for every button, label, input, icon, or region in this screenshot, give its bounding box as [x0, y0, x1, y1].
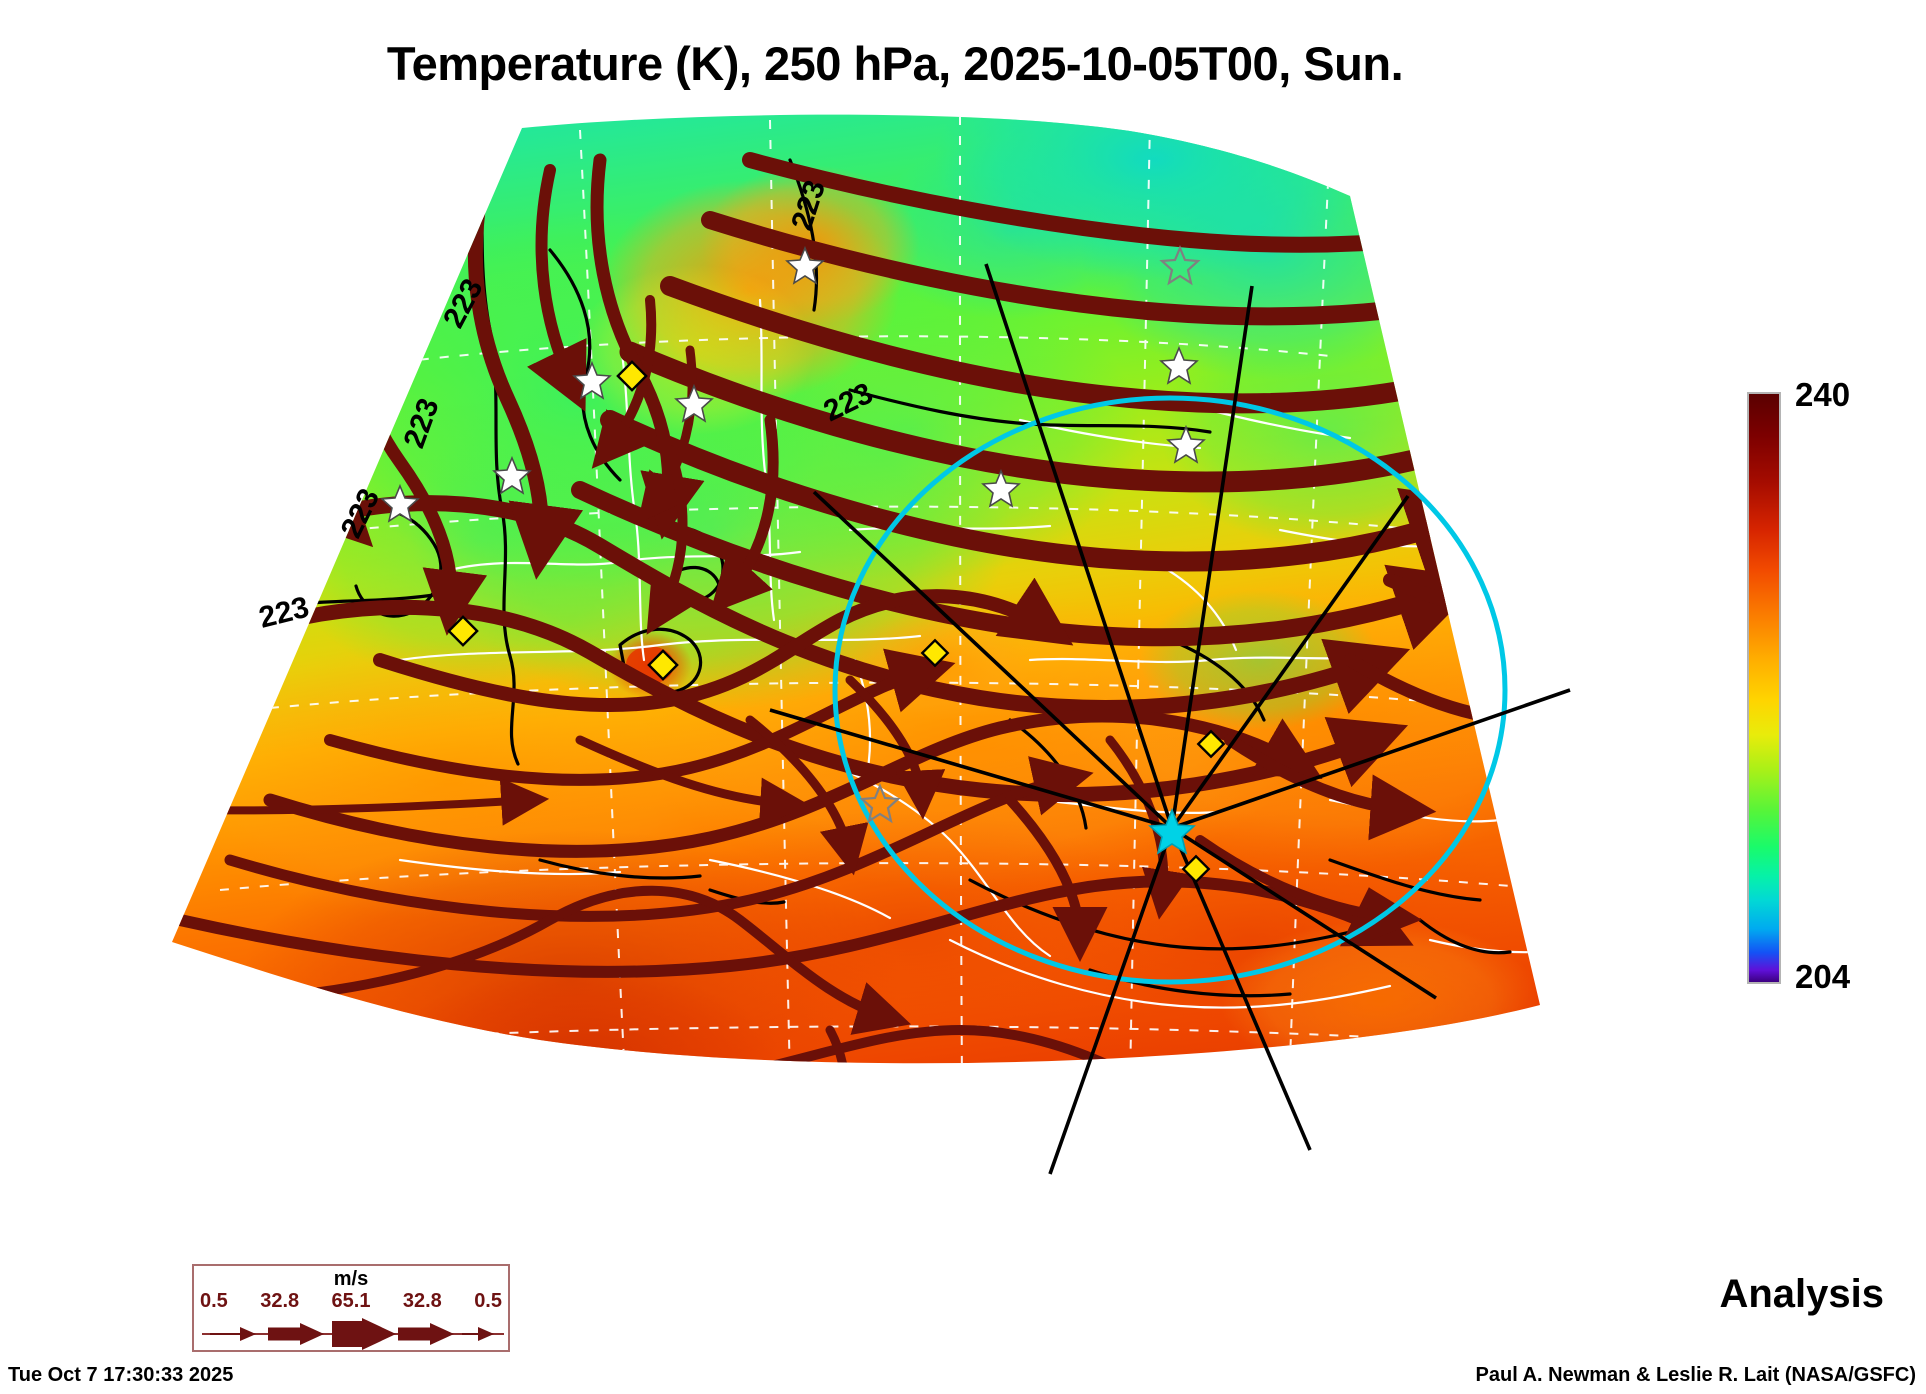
wind-legend-value: 0.5 [474, 1290, 502, 1312]
wind-legend-value: 65.1 [331, 1290, 371, 1312]
hub-star-marker[interactable] [1148, 807, 1196, 855]
wind-legend-units: m/s [333, 1268, 369, 1290]
yellow-diamond-markers[interactable] [447, 360, 1226, 884]
wind-legend-value: 32.8 [402, 1290, 442, 1312]
colorbar[interactable]: 240 204 [1745, 376, 1925, 995]
range-circle[interactable] [832, 395, 1508, 985]
wind-streamline-layer [174, 152, 1540, 1064]
wind-legend-arrows [202, 1318, 504, 1350]
contour-label: 223 [256, 591, 313, 635]
wind-legend-values: 0.5 32.8 65.1 32.8 0.5 [200, 1290, 502, 1313]
page-title: Temperature (K), 250 hPa, 2025-10-05T00,… [386, 37, 1404, 90]
wind-legend-value: 0.5 [200, 1290, 228, 1312]
analysis-label: Analysis [1719, 1272, 1884, 1316]
wind-speed-legend[interactable]: m/s 0.5 32.8 65.1 32.8 0.5 [192, 1264, 510, 1352]
author-credit: Paul A. Newman & Leslie R. Lait (NASA/GS… [1475, 1364, 1916, 1386]
marker-layer[interactable] [380, 245, 1226, 884]
colorbar-min-label: 204 [1795, 958, 1851, 995]
outline-star-markers[interactable] [859, 245, 1201, 824]
colorbar-gradient[interactable] [1747, 392, 1781, 984]
flight-track-layer[interactable] [769, 263, 1571, 1175]
colorbar-max-label: 240 [1795, 376, 1851, 413]
white-star-markers[interactable] [380, 245, 1206, 523]
map-panel[interactable]: 223 223 223 223 223 223 [150, 100, 1710, 1220]
generation-timestamp: Tue Oct 7 17:30:33 2025 [8, 1364, 234, 1386]
wind-legend-value: 32.8 [260, 1290, 300, 1312]
weather-map[interactable]: 223 223 223 223 223 223 [150, 100, 1710, 1220]
